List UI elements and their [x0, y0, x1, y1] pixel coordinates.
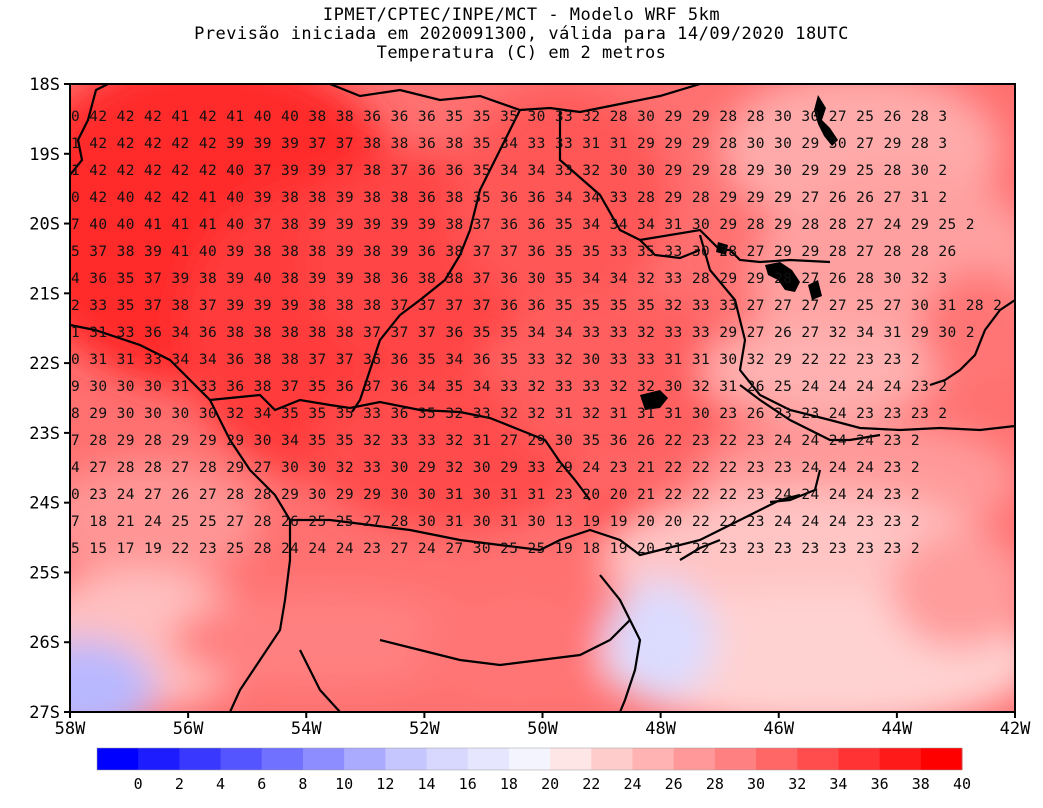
colorbar-swatch	[427, 748, 469, 770]
colorbar-swatch	[838, 748, 880, 770]
colorbar-swatch	[344, 748, 386, 770]
grid-value-row: 0 31 31 33 34 34 36 38 38 37 37 36 36 35…	[71, 352, 920, 368]
grid-value-row: 1 42 42 42 42 42 39 39 39 37 37 38 38 36…	[71, 136, 947, 152]
lon-label: 58W	[55, 719, 86, 739]
colorbar-label: 20	[541, 775, 559, 793]
colorbar-label: 12	[376, 775, 394, 793]
colorbar-swatch	[715, 748, 757, 770]
colorbar-swatch	[591, 748, 633, 770]
colorbar-swatch	[756, 748, 798, 770]
colorbar-label: 22	[582, 775, 600, 793]
colorbar-swatch	[385, 748, 427, 770]
grid-value-row: 0 42 42 42 41 42 41 40 40 38 38 36 36 36…	[71, 109, 947, 125]
colorbar-label: 32	[788, 775, 806, 793]
longitude-axis: 58W 56W 54W 52W 50W 48W 46W 44W 42W	[55, 712, 1031, 739]
lon-label: 46W	[763, 719, 794, 739]
colorbar-label: 38	[912, 775, 930, 793]
grid-value-row: 7 18 21 24 25 25 27 28 26 25 25 27 28 30…	[71, 514, 920, 530]
grid-value-row: 4 27 28 28 27 28 29 27 30 30 32 33 30 29…	[71, 460, 920, 476]
colorbar-swatch	[797, 748, 839, 770]
colorbar-swatch	[221, 748, 263, 770]
colorbar-label: 24	[623, 775, 641, 793]
colorbar-label: 26	[665, 775, 683, 793]
grid-value-row: 1 42 42 42 42 42 40 37 39 39 37 38 37 36…	[71, 163, 947, 179]
grid-value-row: 0 23 24 27 26 27 28 28 29 30 29 29 30 30…	[71, 487, 920, 503]
colorbar-swatch	[509, 748, 551, 770]
grid-value-row: 2 33 35 37 38 37 39 39 39 38 38 38 37 37…	[71, 298, 1002, 314]
lon-label: 42W	[1000, 719, 1031, 739]
temperature-field	[10, 50, 1043, 740]
colorbar-swatch	[303, 748, 345, 770]
colorbar-swatch	[632, 748, 674, 770]
lat-label: 23S	[29, 424, 60, 444]
grid-value-row: 7 40 40 41 41 41 40 37 38 39 39 39 39 39…	[71, 217, 975, 233]
grid-value-row: 1 31 33 36 34 36 38 38 38 38 38 37 37 37…	[71, 325, 975, 341]
grid-value-row: 0 42 40 42 42 41 40 39 38 38 39 38 38 36…	[71, 190, 947, 206]
lon-label: 50W	[527, 719, 558, 739]
temperature-colorbar: 0 2 4 6 8 10 12 14 16 18 20 22 24 26 28 30 32 34 36 38 40	[97, 748, 971, 793]
temperature-grid-values: 0 42 42 42 41 42 41 40 40 38 38 36 36 36…	[71, 109, 1002, 557]
colorbar-label: 2	[175, 775, 184, 793]
colorbar-label: 40	[953, 775, 971, 793]
lat-label: 24S	[29, 494, 60, 514]
colorbar-label: 4	[216, 775, 225, 793]
lon-label: 44W	[882, 719, 913, 739]
colorbar-label: 6	[257, 775, 266, 793]
grid-value-row: 9 30 30 30 31 33 36 38 37 35 36 37 36 34…	[71, 379, 947, 395]
lat-label: 26S	[29, 633, 60, 653]
colorbar-label: 8	[298, 775, 307, 793]
colorbar-swatch	[468, 748, 510, 770]
colorbar-label: 16	[459, 775, 477, 793]
colorbar-label: 34	[829, 775, 847, 793]
lat-label: 22S	[29, 354, 60, 374]
colorbar-label: 30	[747, 775, 765, 793]
colorbar-swatch	[550, 748, 592, 770]
lon-label: 48W	[645, 719, 676, 739]
grid-value-row: 4 36 35 37 39 38 39 40 38 39 39 38 36 38…	[71, 271, 947, 287]
lon-label: 54W	[291, 719, 322, 739]
colorbar-label: 28	[706, 775, 724, 793]
colorbar-swatch	[97, 748, 139, 770]
grid-value-row: 5 37 38 39 41 40 39 38 38 38 39 38 39 36…	[71, 244, 957, 260]
lat-label: 19S	[29, 145, 60, 165]
lon-label: 56W	[173, 719, 204, 739]
colorbar-swatch	[179, 748, 221, 770]
lat-label: 21S	[29, 284, 60, 304]
lat-label: 20S	[29, 215, 60, 235]
colorbar-label: 36	[871, 775, 889, 793]
lon-label: 52W	[409, 719, 440, 739]
colorbar-label: 0	[134, 775, 143, 793]
colorbar-swatch	[138, 748, 180, 770]
colorbar-swatch	[880, 748, 922, 770]
grid-value-row: 5 15 17 19 22 23 25 28 24 24 24 23 27 24…	[71, 541, 920, 557]
colorbar-swatch	[921, 748, 963, 770]
grid-value-row: 7 28 29 28 29 29 29 30 34 35 35 32 33 33…	[71, 433, 920, 449]
colorbar-label: 18	[500, 775, 518, 793]
colorbar-swatch	[674, 748, 716, 770]
grid-value-row: 8 29 30 30 30 30 32 34 35 35 35 33 36 35…	[71, 406, 947, 422]
colorbar-label: 10	[335, 775, 353, 793]
colorbar-swatch	[262, 748, 304, 770]
lat-label: 18S	[29, 75, 60, 95]
colorbar-label: 14	[417, 775, 435, 793]
lat-label: 25S	[29, 563, 60, 583]
